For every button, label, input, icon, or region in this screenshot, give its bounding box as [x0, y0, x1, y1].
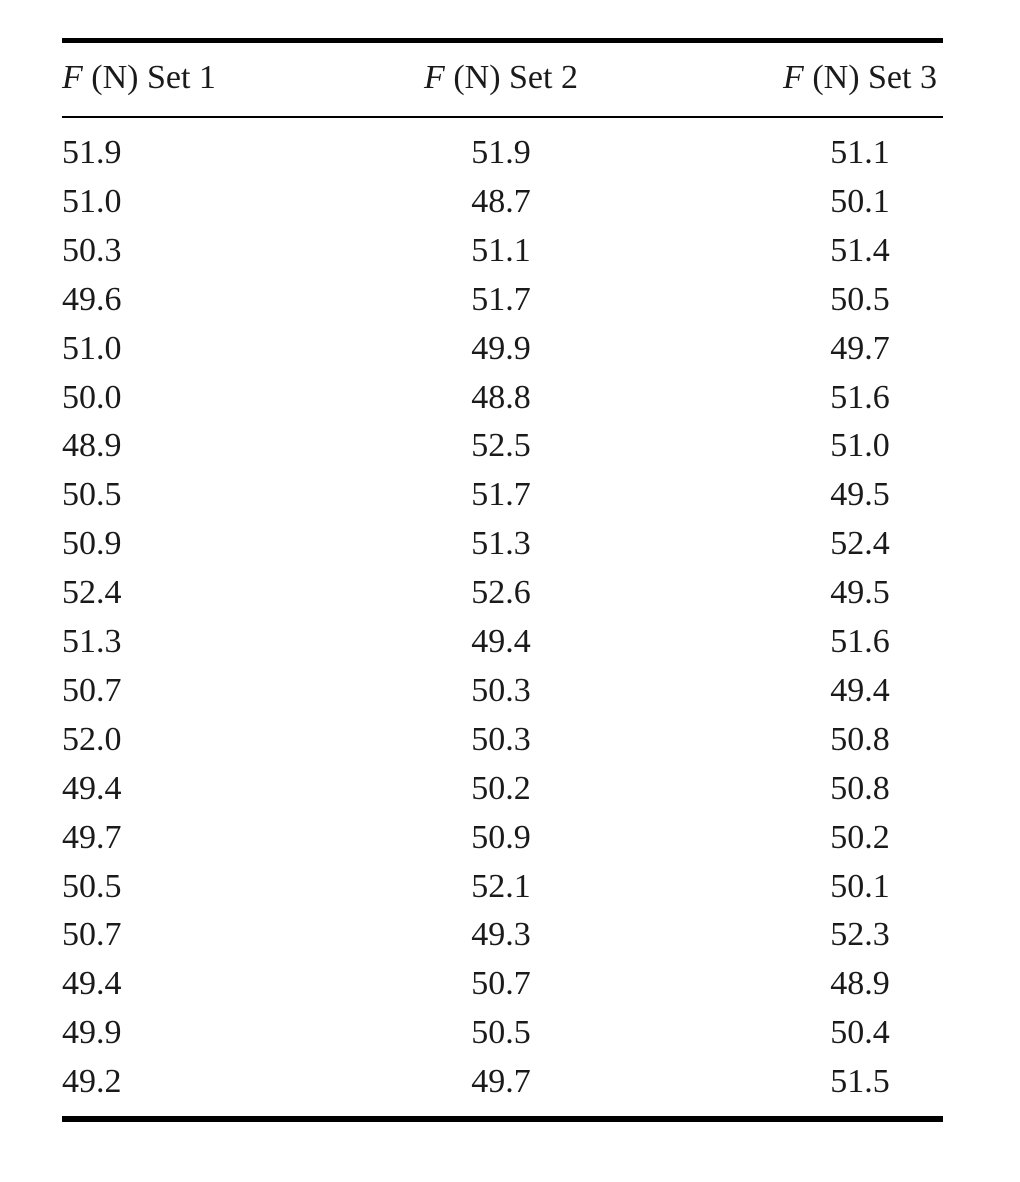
table-cell: 50.7 — [62, 671, 122, 709]
table-cell: 49.9 — [62, 1014, 122, 1052]
table-cell: 49.7 — [471, 1063, 531, 1101]
table-cell: 51.1 — [471, 231, 531, 269]
table-cell: 50.4 — [830, 1014, 890, 1052]
table-cell: 50.5 — [830, 280, 890, 318]
table-cell: 50.7 — [62, 916, 122, 954]
header-rule — [62, 116, 943, 118]
table-cell: 52.4 — [62, 574, 122, 612]
table-cell: 50.8 — [830, 769, 890, 807]
top-rule — [62, 38, 943, 43]
table-cell: 52.4 — [830, 525, 890, 563]
table-cell: 52.0 — [62, 720, 122, 758]
table-cell: 49.2 — [62, 1063, 122, 1101]
table-cell: 52.5 — [471, 427, 531, 465]
table-cell: 49.5 — [830, 574, 890, 612]
table-cell: 51.3 — [471, 525, 531, 563]
table-cell: 52.3 — [830, 916, 890, 954]
table-cell: 51.0 — [62, 329, 122, 367]
table-cell: 49.4 — [471, 623, 531, 660]
table-cell: 50.1 — [830, 867, 890, 905]
table-cell: 49.5 — [830, 476, 890, 514]
table-cell: 48.9 — [62, 427, 122, 465]
table-cell: 49.7 — [62, 818, 122, 856]
table-cell: 50.3 — [471, 720, 531, 758]
table-cell: 50.2 — [471, 769, 531, 807]
table-cell: 51.6 — [830, 623, 890, 660]
table-cell: 50.7 — [471, 965, 531, 1003]
column-header: F (N) Set 3 — [783, 59, 937, 96]
table-cell: 49.4 — [62, 965, 122, 1003]
table-cell: 50.8 — [830, 720, 890, 758]
table-cell: 51.6 — [830, 378, 890, 416]
table-cell: 51.0 — [830, 427, 890, 465]
table-cell: 50.9 — [62, 525, 122, 563]
table-cell: 51.3 — [62, 623, 122, 660]
table-cell: 51.7 — [471, 476, 531, 514]
table-cell: 49.4 — [62, 769, 122, 807]
table-cell: 50.5 — [471, 1014, 531, 1052]
table-cell: 51.5 — [830, 1063, 890, 1101]
table-cell: 52.6 — [471, 574, 531, 612]
table-cell: 48.9 — [830, 965, 890, 1003]
table-cell: 50.3 — [471, 671, 531, 709]
table-cell: 49.7 — [830, 329, 890, 367]
table-cell: 49.6 — [62, 280, 122, 318]
column-header: F (N) Set 1 — [62, 59, 216, 96]
table-cell: 51.1 — [830, 134, 890, 171]
table-cell: 50.3 — [62, 231, 122, 269]
table-cell: 48.7 — [471, 182, 531, 220]
table-cell: 50.0 — [62, 378, 122, 416]
table-cell: 51.4 — [830, 231, 890, 269]
table-cell: 51.9 — [471, 134, 531, 171]
table-cell: 50.1 — [830, 182, 890, 220]
table-cell: 50.5 — [62, 867, 122, 905]
table-cell: 51.7 — [471, 280, 531, 318]
table-cell: 48.8 — [471, 378, 531, 416]
column-header: F (N) Set 2 — [424, 59, 578, 96]
table-cell: 50.9 — [471, 818, 531, 856]
table-cell: 49.3 — [471, 916, 531, 954]
table-cell: 51.0 — [62, 182, 122, 220]
table-cell: 50.5 — [62, 476, 122, 514]
table-cell: 49.4 — [830, 671, 890, 709]
bottom-rule — [62, 1116, 943, 1122]
table-cell: 50.2 — [830, 818, 890, 856]
table-cell: 51.9 — [62, 134, 122, 171]
table-cell: 52.1 — [471, 867, 531, 905]
table-cell: 49.9 — [471, 329, 531, 367]
